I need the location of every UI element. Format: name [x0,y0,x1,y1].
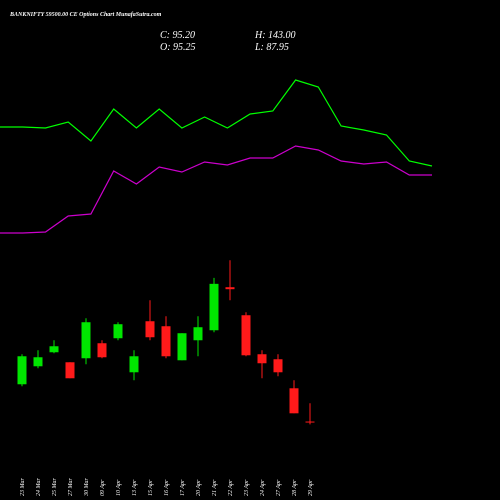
x-tick-label: 30 Mar [84,478,90,497]
candle-body [129,356,139,373]
candle-body [225,287,235,290]
x-tick-label: 25 Mar [52,478,58,496]
indicator-line [0,79,433,167]
candle-body [145,321,155,338]
candle-body [257,354,267,364]
candle-body [177,333,187,361]
candle-body [273,359,283,373]
candle-body [193,327,203,341]
ohlc-open: O: 95.25 [160,42,196,53]
candle-body [65,362,75,379]
x-tick-label: 28 Apr [292,479,298,496]
x-tick-label: 24 Apr [259,479,266,496]
candle-body [289,388,299,414]
candle-body [33,357,43,367]
x-tick-label: 23 Apr [244,479,250,496]
candle-body [241,315,251,356]
candle-body [113,324,123,339]
x-tick-label: 09 Apr [100,479,106,496]
x-tick-label: 17 Apr [180,479,186,496]
candle-body [209,283,219,331]
candle-body [81,322,91,359]
candle-body [161,326,171,357]
candle-body [17,356,27,385]
x-tick-label: 15 Apr [148,479,154,496]
x-tick-label: 16 Apr [164,479,170,496]
x-tick-label: 24 Mar [35,478,42,496]
ohlc-low: L: 87.95 [254,42,289,53]
candle-body [97,343,107,358]
candle-body [305,421,315,423]
x-tick-label: 22 Apr [228,479,234,496]
x-tick-label: 27 Mar [68,478,74,496]
x-tick-label: 27 Apr [276,479,282,496]
x-tick-label: 23 Mar [20,478,26,496]
x-tick-label: 21 Apr [212,479,218,496]
x-tick-label: 20 Apr [196,479,202,496]
x-tick-label: 10 Apr [116,479,122,496]
chart-title: BANKNIFTY 59500.00 CE Options Chart Muna… [9,12,162,18]
x-tick-label: 13 Apr [132,479,138,496]
ohlc-close: C: 95.20 [160,30,195,41]
x-tick-label: 29 Apr [308,479,314,496]
indicator-line [0,145,432,234]
candle-body [49,346,59,353]
ohlc-high: H: 143.00 [254,30,296,41]
